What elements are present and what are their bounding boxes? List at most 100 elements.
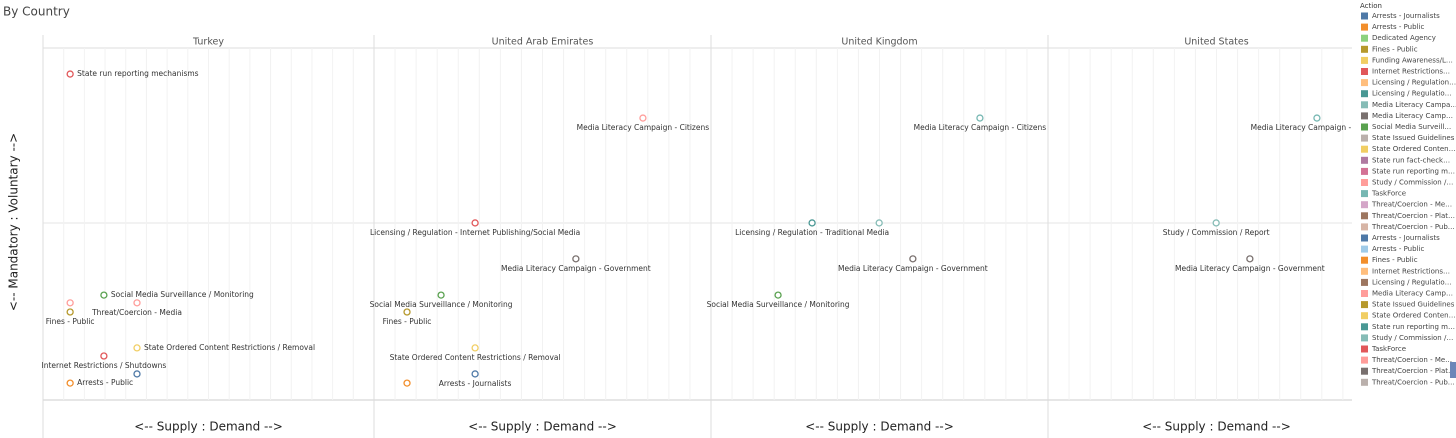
legend-swatch [1361, 112, 1368, 120]
point-label: Social Media Surveillance / Monitoring [111, 290, 254, 299]
legend-swatch [1361, 267, 1368, 275]
legend-label: Arrests - Public [1372, 245, 1424, 253]
point [100, 291, 108, 299]
legend-swatch [1361, 156, 1368, 164]
panel-title: United Arab Emirates [492, 37, 594, 48]
legend-label: Funding Awareness/L… [1372, 56, 1453, 64]
x-axis-label: <-- Supply : Demand --> [1142, 420, 1291, 434]
legend-swatch [1361, 290, 1368, 297]
point [133, 299, 141, 307]
legend-swatch [1361, 79, 1368, 87]
legend-label: TaskForce [1371, 190, 1406, 198]
legend-label: Arrests - Public [1372, 23, 1424, 31]
point-label: Threat/Coercion - Media [91, 308, 182, 317]
point [639, 114, 647, 122]
point-label: Fines - Public [46, 317, 95, 326]
legend-label: Internet Restrictions… [1372, 68, 1450, 76]
point-label: Licensing / Regulation - Internet Publis… [370, 228, 580, 237]
point [1212, 219, 1220, 227]
panel-title: United States [1184, 37, 1248, 48]
point [774, 291, 782, 299]
legend-label: Study / Commission /… [1372, 179, 1453, 187]
legend-background [1352, 0, 1456, 438]
legend-swatch [1361, 367, 1368, 375]
legend-swatch [1361, 356, 1368, 364]
legend-swatch [1361, 167, 1368, 175]
point [403, 308, 411, 316]
panel-title: Turkey [192, 37, 224, 48]
legend-swatch [1361, 334, 1368, 342]
legend-label: Arrests - Journalists [1372, 12, 1440, 20]
legend-label: Fines - Public [1372, 256, 1418, 264]
legend-label: State run reporting m… [1372, 167, 1455, 175]
legend-swatch [1361, 23, 1368, 31]
legend-swatch [1361, 12, 1368, 20]
point [471, 370, 479, 378]
legend-title: Action [1360, 2, 1382, 10]
legend-label: Threat/Coercion - Me… [1371, 201, 1452, 209]
legend-swatch [1361, 134, 1368, 142]
point [808, 219, 816, 227]
legend-label: State Ordered Conten… [1372, 312, 1456, 320]
point-label: Study / Commission / Report [1163, 228, 1270, 237]
point-label: Media Literacy Campaign - Citizens [577, 123, 710, 132]
legend-swatch [1361, 223, 1368, 231]
point [403, 379, 411, 387]
point [66, 299, 74, 307]
legend-label: Internet Restrictions… [1372, 267, 1450, 275]
legend-label: State run fact-check… [1372, 156, 1450, 164]
point [66, 379, 74, 387]
legend-swatch [1361, 323, 1368, 331]
point [572, 255, 580, 263]
point-label: Media Literacy Campaign - Government [501, 264, 651, 273]
point-label: Licensing / Regulation - Traditional Med… [735, 228, 889, 237]
point-label: State Ordered Content Restrictions / Rem… [144, 343, 315, 352]
legend-label: Arrests - Journalists [1372, 234, 1440, 242]
legend-swatch [1361, 56, 1368, 64]
legend-label: Threat/Coercion - Plat… [1371, 367, 1455, 375]
legend-label: Licensing / Regulatio… [1372, 278, 1452, 286]
x-axis-label: <-- Supply : Demand --> [468, 420, 617, 434]
panel-title: United Kingdom [841, 37, 917, 48]
point-label: Media Literacy Campaign - Citizens [914, 123, 1047, 132]
legend-swatch [1361, 145, 1368, 153]
point-label: Media Literacy Campaign - Government [1175, 264, 1325, 273]
point [976, 114, 984, 122]
legend-label: Media Literacy Camp… [1372, 290, 1453, 298]
legend-swatch [1361, 278, 1368, 286]
y-axis-label: <-- Mandatory : Voluntary --> [7, 133, 21, 311]
legend-swatch [1361, 190, 1368, 198]
point [1313, 114, 1321, 122]
legend-label: Licensing / Regulation… [1372, 79, 1456, 87]
point-label: Media Literacy Campaign - Citizens [1251, 123, 1384, 132]
legend-swatch [1361, 301, 1368, 309]
legend-swatch [1361, 101, 1368, 109]
legend-label: Threat/Coercion - Pub… [1371, 223, 1455, 231]
point-label: Arrests - Journalists [439, 379, 512, 388]
point [471, 344, 479, 352]
legend-label: State Ordered Conten… [1372, 145, 1456, 153]
legend-swatch [1361, 256, 1368, 264]
legend-label: Media Literacy Campa… [1372, 101, 1456, 109]
point-label: Internet Restrictions / Shutdowns [42, 361, 167, 370]
point [133, 370, 141, 378]
legend-label: Threat/Coercion - Plat… [1371, 212, 1455, 220]
legend-swatch [1361, 245, 1368, 253]
legend-label: Threat/Coercion - Pub… [1371, 378, 1455, 386]
legend-label: State Issued Guidelines [1372, 301, 1455, 309]
plots: Turkey <-- Supply : Demand --> State run r… [42, 35, 1384, 438]
legend-swatch [1361, 45, 1368, 53]
legend-label: State run reporting m… [1372, 323, 1455, 331]
point [909, 255, 917, 263]
legend-swatch [1361, 234, 1368, 242]
x-axis-label: <-- Supply : Demand --> [805, 420, 954, 434]
point-label: Social Media Surveillance / Monitoring [370, 300, 513, 309]
legend-swatch [1361, 345, 1368, 353]
point [133, 344, 141, 352]
legend-swatch [1361, 378, 1368, 386]
scrollbar [1450, 362, 1456, 378]
chart-title: By Country [3, 5, 70, 19]
point [471, 219, 479, 227]
legend-swatch [1361, 90, 1368, 98]
